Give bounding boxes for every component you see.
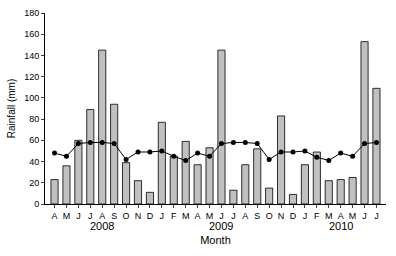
svg-text:Rainfall (mm): Rainfall (mm)	[6, 79, 17, 138]
svg-text:M: M	[63, 211, 71, 221]
svg-text:N: N	[135, 211, 142, 221]
svg-text:F: F	[314, 211, 320, 221]
svg-text:Month: Month	[200, 234, 231, 246]
svg-text:J: J	[88, 211, 93, 221]
svg-text:M: M	[349, 211, 357, 221]
svg-text:M: M	[325, 211, 333, 221]
svg-text:D: D	[147, 211, 154, 221]
svg-text:S: S	[254, 211, 260, 221]
svg-text:0: 0	[34, 199, 39, 209]
svg-text:J: J	[231, 211, 236, 221]
svg-text:140: 140	[24, 51, 39, 61]
svg-text:2010: 2010	[329, 220, 353, 232]
svg-text:A: A	[99, 211, 105, 221]
svg-text:J: J	[362, 211, 367, 221]
svg-text:O: O	[123, 211, 130, 221]
svg-text:A: A	[52, 211, 58, 221]
svg-text:N: N	[278, 211, 285, 221]
svg-text:120: 120	[24, 72, 39, 82]
svg-text:100: 100	[24, 93, 39, 103]
svg-text:2009: 2009	[209, 220, 233, 232]
svg-text:O: O	[266, 211, 273, 221]
svg-text:D: D	[290, 211, 297, 221]
svg-text:A: A	[242, 211, 248, 221]
svg-text:2008: 2008	[90, 220, 114, 232]
svg-text:40: 40	[29, 157, 39, 167]
svg-text:160: 160	[24, 29, 39, 39]
svg-text:80: 80	[29, 114, 39, 124]
svg-text:A: A	[338, 211, 344, 221]
svg-text:J: J	[76, 211, 81, 221]
svg-text:M: M	[206, 211, 214, 221]
svg-text:A: A	[195, 211, 201, 221]
svg-text:S: S	[111, 211, 117, 221]
svg-text:M: M	[182, 211, 190, 221]
svg-text:J: J	[374, 211, 379, 221]
svg-text:180: 180	[24, 8, 39, 18]
svg-text:J: J	[303, 211, 308, 221]
svg-text:60: 60	[29, 135, 39, 145]
svg-text:J: J	[160, 211, 165, 221]
svg-text:J: J	[219, 211, 224, 221]
svg-text:F: F	[171, 211, 177, 221]
svg-text:20: 20	[29, 178, 39, 188]
